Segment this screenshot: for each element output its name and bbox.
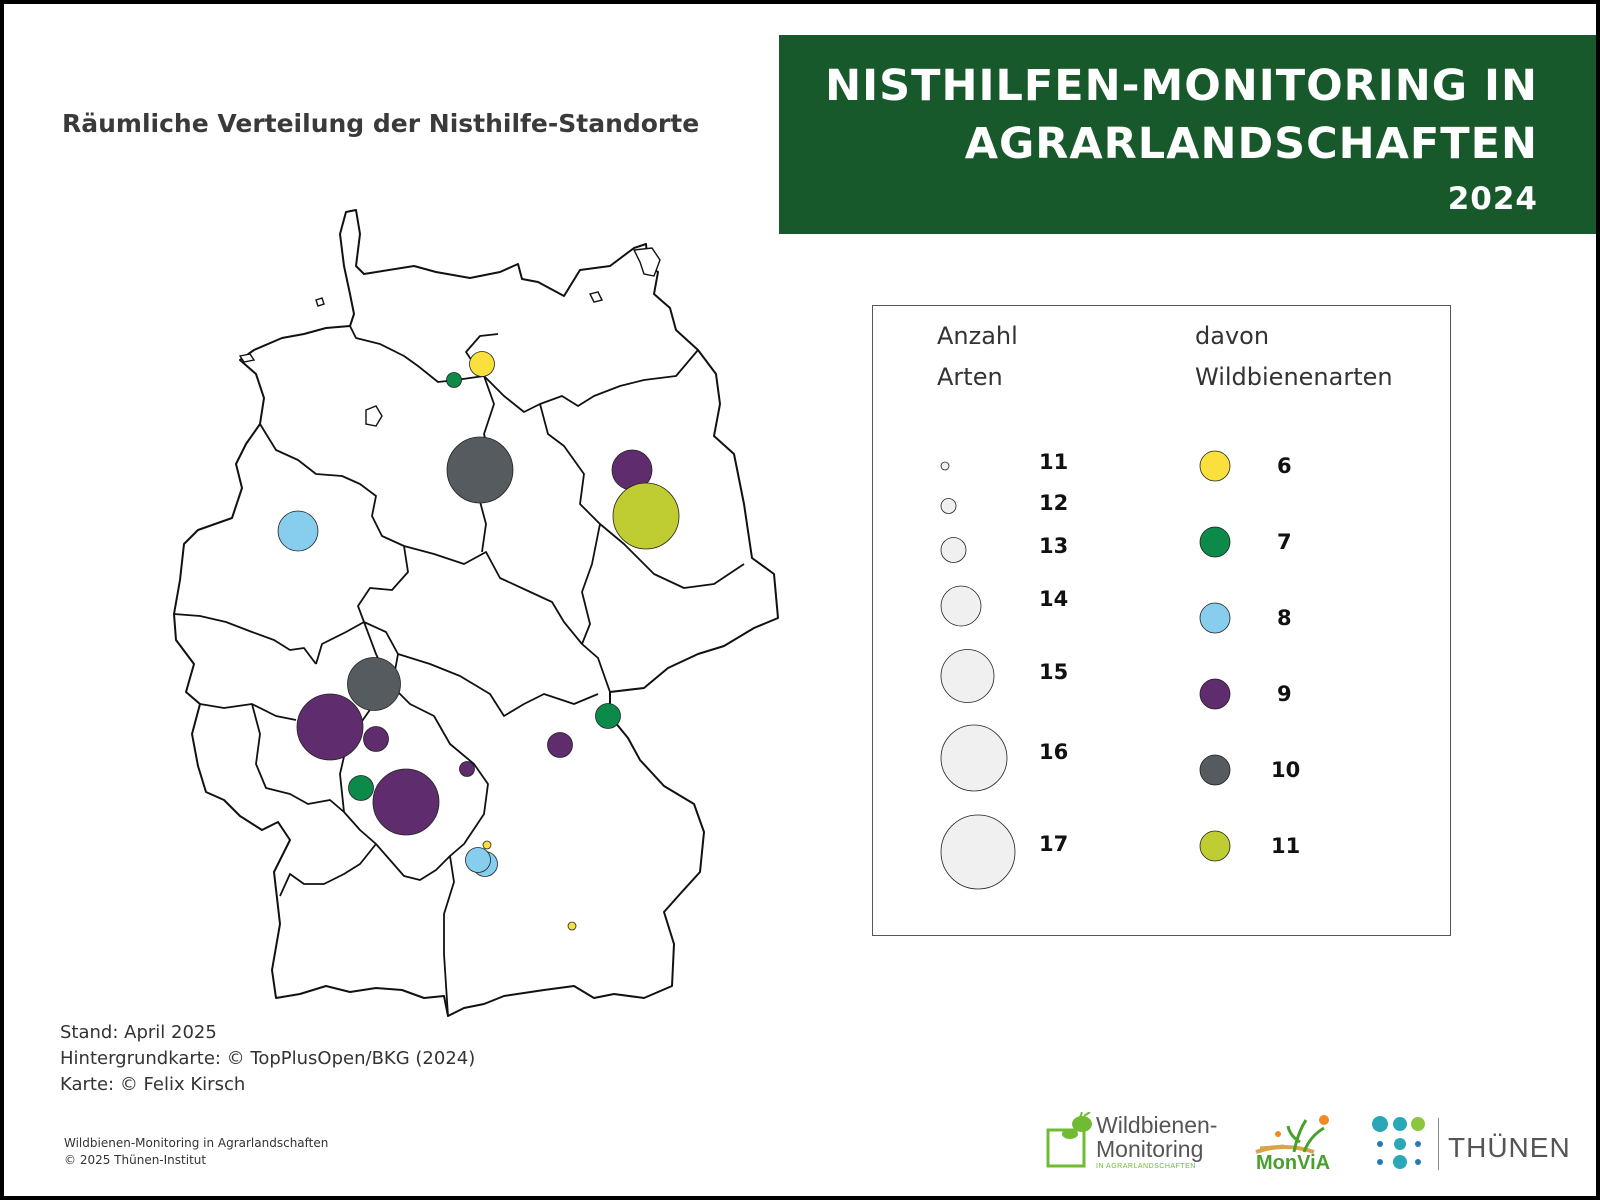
island: [365, 405, 383, 427]
state-border: [173, 613, 317, 665]
legend-color-symbol: [1199, 830, 1231, 862]
legend-color-label: 10: [1271, 758, 1301, 782]
legend-color-symbol: [1199, 526, 1231, 558]
nesting-site-marker: [459, 761, 475, 777]
legend-size-symbol: [940, 585, 982, 627]
legend-size-symbol: [940, 498, 957, 514]
germany-map: [173, 209, 779, 1017]
monvia-logo: MonViA: [1254, 1112, 1334, 1174]
map-subtitle: Räumliche Verteilung der Nisthilfe-Stand…: [62, 109, 700, 138]
legend-size-symbol: [940, 814, 1016, 890]
state-border: [279, 843, 377, 897]
credits-author: Karte: © Felix Kirsch: [60, 1074, 246, 1095]
title-line-2: AGRARLANDSCHAFTEN: [964, 119, 1538, 169]
legend-color-header-line1: davon: [1195, 322, 1270, 350]
wildbienen-line1: Wildbienen-: [1096, 1112, 1218, 1138]
legend-size-label: 14: [1039, 587, 1069, 611]
title-year: 2024: [1447, 181, 1538, 217]
thuenen-text: THÜNEN: [1448, 1132, 1571, 1163]
legend-color-symbol: [1199, 602, 1231, 634]
nesting-site-marker: [347, 657, 401, 711]
state-border: [581, 523, 601, 645]
legend-color-label: 9: [1277, 682, 1292, 706]
state-border: [349, 325, 699, 413]
state-border: [389, 683, 489, 857]
state-border: [315, 621, 365, 665]
nesting-site-marker: [612, 482, 680, 550]
footer-copyright: © 2025 Thünen-Institut: [64, 1153, 207, 1167]
wildbienen-line3: IN AGRARLANDSCHAFTEN: [1096, 1163, 1196, 1170]
nesting-site-marker: [296, 693, 364, 761]
island: [315, 297, 325, 307]
germany-outline: [173, 209, 779, 1017]
nesting-site-marker: [277, 510, 319, 552]
legend-size-label: 16: [1039, 740, 1069, 764]
title-banner: NISTHILFEN-MONITORING IN AGRARLANDSCHAFT…: [779, 35, 1596, 234]
credits-basemap: Hintergrundkarte: © TopPlusOpen/BKG (202…: [60, 1048, 476, 1069]
legend-size-symbol: [940, 724, 1008, 792]
nesting-site-marker: [482, 840, 492, 850]
nesting-site-marker: [372, 768, 440, 836]
nesting-site-marker: [348, 775, 374, 801]
nesting-site-marker: [446, 372, 462, 388]
legend-color-label: 7: [1277, 530, 1292, 554]
state-border: [251, 703, 345, 813]
state-border: [397, 653, 599, 717]
state-border: [259, 423, 409, 677]
nesting-site-marker: [446, 436, 514, 504]
footer-project: Wildbienen-Monitoring in Agrarlandschaft…: [64, 1136, 329, 1150]
legend-color-label: 6: [1277, 454, 1292, 478]
legend-color-header-line2: Wildbienenarten: [1195, 363, 1393, 391]
island: [238, 353, 256, 363]
monvia-plant-icon: [1255, 1115, 1329, 1154]
title-line-1: NISTHILFEN-MONITORING IN: [825, 61, 1538, 111]
island: [632, 247, 661, 277]
legend-box: Anzahl Arten davon Wildbienenarten 11 12 1…: [872, 305, 1451, 936]
legend-size-label: 15: [1039, 660, 1069, 684]
nesting-site-marker: [363, 726, 389, 752]
legend-size-symbol: [940, 537, 967, 563]
nesting-site-marker: [469, 351, 495, 377]
legend-size-label: 11: [1039, 450, 1069, 474]
legend-color-label: 8: [1277, 606, 1292, 630]
legend-color-symbol: [1199, 450, 1231, 482]
legend-size-header-line1: Anzahl: [937, 322, 1018, 350]
state-border: [403, 545, 611, 693]
footer: Wildbienen-Monitoring in Agrarlandschaft…: [64, 1135, 328, 1169]
nesting-site-marker: [567, 921, 577, 931]
legend-color-symbol: [1199, 754, 1231, 786]
state-border: [343, 811, 455, 1017]
bee-icon: [1046, 1112, 1092, 1168]
nesting-site-marker: [595, 703, 621, 729]
legend-symbols: [940, 450, 1231, 890]
credits-date: Stand: April 2025: [60, 1022, 217, 1043]
thuenen-logo: THÜNEN: [1372, 1116, 1572, 1172]
island: [588, 291, 604, 303]
legend-size-symbol: [940, 649, 995, 703]
poster: NISTHILFEN-MONITORING IN AGRARLANDSCHAFT…: [4, 4, 1596, 1196]
wildbienen-line2: Monitoring: [1096, 1136, 1204, 1162]
nesting-site-marker: [465, 847, 491, 873]
legend-size-header-line2: Arten: [937, 363, 1003, 391]
legend-size-symbol: [940, 461, 950, 471]
nesting-site-marker: [547, 732, 573, 758]
wildbienen-monitoring-logo: Wildbienen- Monitoring IN AGRARLANDSCHAF…: [1044, 1112, 1224, 1174]
credits: Stand: April 2025 Hintergrundkarte: © To…: [60, 1020, 475, 1098]
legend-size-label: 12: [1039, 491, 1069, 515]
legend-color-label: 11: [1271, 834, 1301, 858]
thuenen-dots-icon: [1372, 1116, 1425, 1169]
legend-size-label: 13: [1039, 534, 1069, 558]
legend-size-label: 17: [1039, 832, 1069, 856]
legend-color-symbol: [1199, 678, 1231, 710]
monvia-text: MonViA: [1256, 1152, 1331, 1174]
